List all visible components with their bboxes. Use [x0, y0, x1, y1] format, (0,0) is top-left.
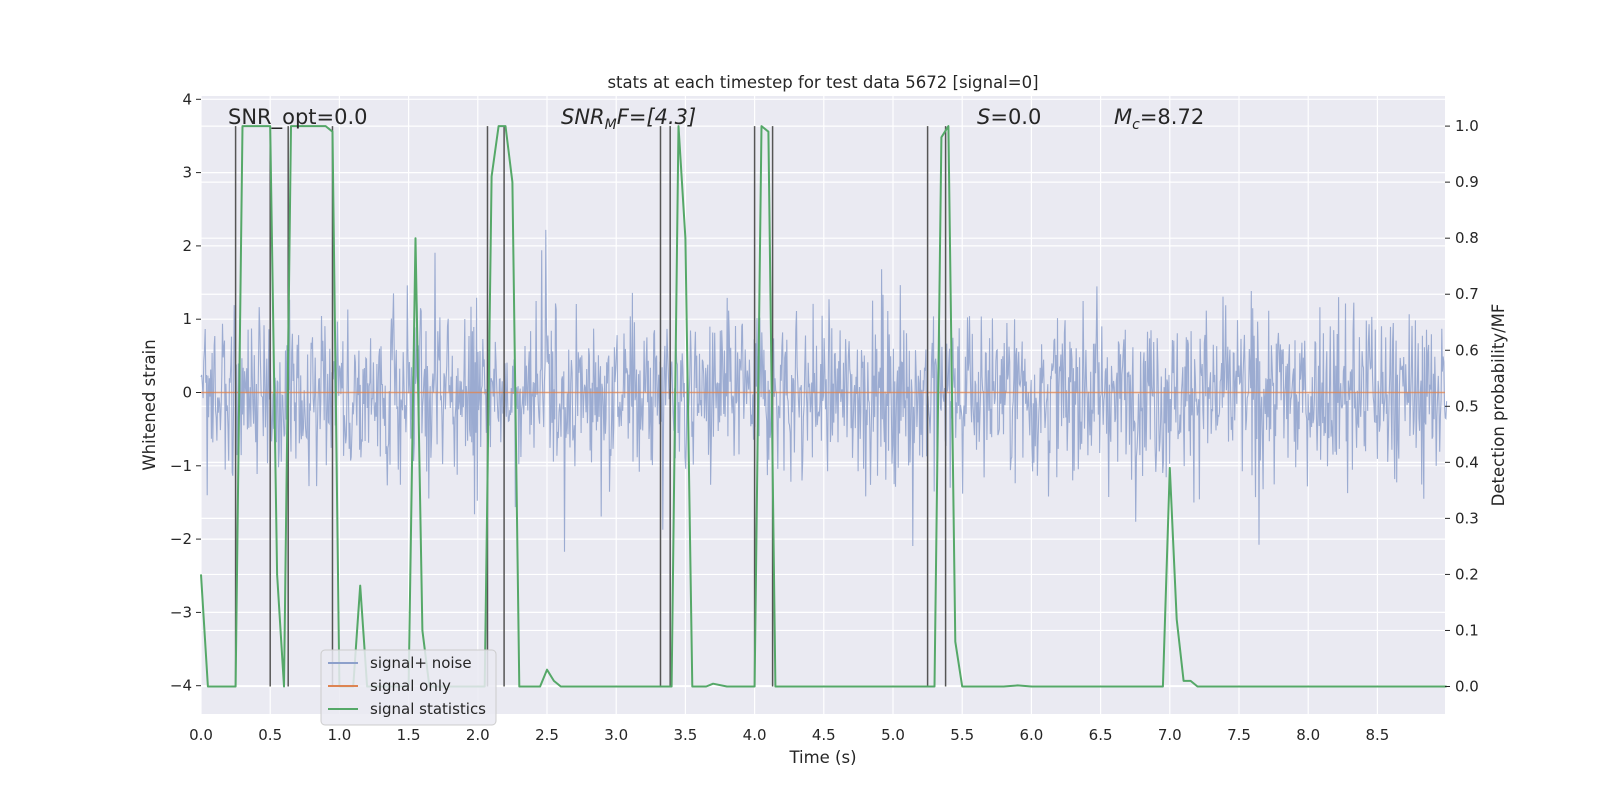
series-signal-noise [200, 229, 1448, 552]
vertical-markers [234, 126, 947, 687]
x-tick-label-15: 7.5 [1227, 726, 1251, 744]
x-tick-label-11: 5.5 [950, 726, 974, 744]
legend: signal+ noise signal only signal statist… [320, 649, 497, 726]
legend-label-noise: signal+ noise [370, 654, 472, 672]
chart-title: stats at each timestep for test data 567… [607, 73, 1038, 92]
left-tick-label-7: 3 [182, 164, 192, 182]
right-tick-label-4: 0.4 [1455, 453, 1479, 471]
x-tick-label-2: 1.0 [327, 726, 351, 744]
right-tick-label-3: 0.3 [1455, 509, 1479, 527]
left-tick-label-2: −2 [170, 530, 192, 548]
left-tick-label-3: −1 [170, 457, 192, 475]
right-tick-label-10: 1.0 [1455, 117, 1479, 135]
x-tick-label-13: 6.5 [1089, 726, 1113, 744]
left-y-axis-ticks: −4 −3 −2 −1 0 1 2 3 4 [170, 90, 201, 695]
x-tick-label-6: 3.0 [604, 726, 628, 744]
left-tick-label-4: 0 [182, 384, 192, 402]
x-tick-label-3: 1.5 [397, 726, 421, 744]
right-tick-label-0: 0.0 [1455, 678, 1479, 696]
series-signal-statistics [200, 125, 1447, 688]
x-tick-label-12: 6.0 [1019, 726, 1043, 744]
right-tick-label-1: 0.1 [1455, 621, 1479, 639]
x-tick-label-0: 0.0 [189, 726, 213, 744]
annotation-s: S=0.0 [977, 105, 1041, 129]
right-tick-label-8: 0.8 [1455, 229, 1479, 247]
x-tick-label-4: 2.0 [466, 726, 490, 744]
legend-box [320, 649, 497, 726]
x-tick-label-9: 4.5 [812, 726, 836, 744]
right-y-axis-ticks: 0.0 0.1 0.2 0.3 0.4 0.5 0.6 0.7 0.8 0.9 1.0 [1445, 117, 1479, 696]
right-tick-label-6: 0.6 [1455, 341, 1479, 359]
left-tick-label-1: −3 [170, 603, 192, 621]
x-tick-label-14: 7.0 [1158, 726, 1182, 744]
right-tick-label-5: 0.5 [1455, 397, 1479, 415]
x-tick-label-17: 8.5 [1365, 726, 1389, 744]
left-tick-label-5: 1 [182, 310, 192, 328]
x-axis-label: Time (s) [788, 748, 856, 767]
noise-trace [200, 229, 1448, 552]
annotation-snr-mf: SNRMF=[4.3] [561, 105, 696, 133]
x-tick-label-7: 3.5 [673, 726, 697, 744]
right-tick-label-7: 0.7 [1455, 285, 1479, 303]
x-tick-label-8: 4.0 [743, 726, 767, 744]
x-tick-label-5: 2.5 [535, 726, 559, 744]
right-tick-label-2: 0.2 [1455, 565, 1479, 583]
annotation-mc: Mc=8.72 [1114, 105, 1204, 133]
statistics-trace [200, 125, 1447, 688]
annotation-snr-opt: SNR_opt=0.0 [228, 105, 368, 130]
right-tick-label-9: 0.9 [1455, 173, 1479, 191]
x-axis-ticks: 0.0 0.5 1.0 1.5 2.0 2.5 3.0 3.5 4.0 4.5 5.0 5.5 6.0 6… [189, 726, 1389, 744]
legend-label-signal-only: signal only [370, 677, 451, 695]
left-tick-label-0: −4 [170, 677, 192, 695]
left-tick-label-8: 4 [182, 90, 192, 108]
x-tick-label-1: 0.5 [258, 726, 282, 744]
x-tick-label-16: 8.0 [1296, 726, 1320, 744]
left-tick-label-6: 2 [182, 237, 192, 255]
left-y-axis-label: Whitened strain [140, 339, 159, 470]
right-y-axis-label: Detection probability/MF [1489, 304, 1508, 507]
legend-label-statistics: signal statistics [370, 700, 486, 718]
x-tick-label-10: 5.0 [881, 726, 905, 744]
